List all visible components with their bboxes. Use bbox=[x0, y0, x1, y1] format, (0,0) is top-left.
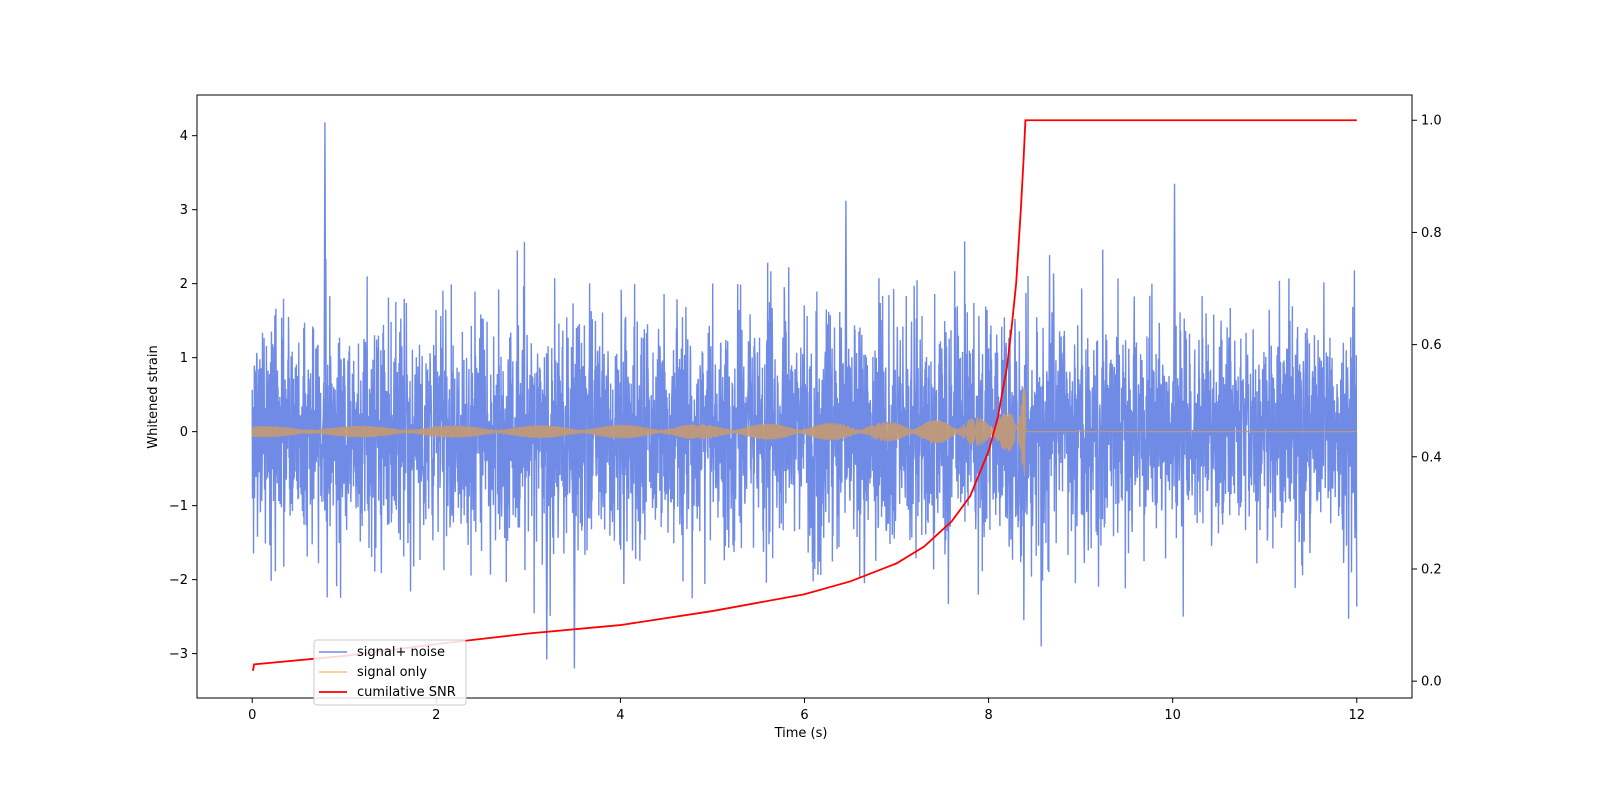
legend-label-signal-only: signal only bbox=[357, 665, 427, 680]
series-line-signal-noise bbox=[251, 122, 1358, 669]
legend-frame bbox=[313, 639, 467, 706]
y2-tick-label: 0.0 bbox=[1421, 675, 1442, 690]
y-tick-label: −3 bbox=[169, 647, 188, 662]
y-axis-right: 0.0 0.2 0.4 0.6 0.8 1.0 bbox=[1412, 114, 1442, 690]
y-tick-label: 1 bbox=[180, 351, 188, 366]
y2-tick-label: 1.0 bbox=[1421, 114, 1442, 129]
series-line-signal-only bbox=[251, 387, 1357, 476]
x-tick-label: 2 bbox=[432, 708, 440, 723]
y2-tick-label: 0.2 bbox=[1421, 562, 1442, 577]
y2-tick-label: 0.8 bbox=[1421, 226, 1442, 241]
y-tick-label: 2 bbox=[180, 277, 188, 292]
y-axis-left: −3 −2 −1 0 1 2 3 4 bbox=[169, 129, 197, 662]
y-tick-label: 0 bbox=[180, 425, 188, 440]
x-tick-label: 4 bbox=[616, 708, 624, 723]
legend-label-cumulative-snr: cumilative SNR bbox=[357, 685, 456, 700]
plot-area bbox=[251, 119, 1358, 671]
x-tick-label: 6 bbox=[800, 708, 808, 723]
x-axis-label: Time (s) bbox=[774, 726, 828, 741]
x-tick-label: 8 bbox=[984, 708, 992, 723]
legend-label-signal-noise: signal+ noise bbox=[357, 645, 445, 660]
y2-tick-label: 0.4 bbox=[1421, 450, 1442, 465]
y-tick-label: −2 bbox=[169, 573, 188, 588]
legend: signal+ noise signal only cumilative SNR bbox=[313, 639, 467, 706]
y-axis-label: Whitened strain bbox=[146, 345, 161, 448]
x-tick-label: 12 bbox=[1348, 708, 1365, 723]
y2-tick-label: 0.6 bbox=[1421, 338, 1442, 353]
y-tick-label: 3 bbox=[180, 203, 188, 218]
y-tick-label: 4 bbox=[180, 129, 188, 144]
x-tick-label: 0 bbox=[248, 708, 256, 723]
y-tick-label: −1 bbox=[169, 499, 188, 514]
x-tick-label: 10 bbox=[1164, 708, 1181, 723]
